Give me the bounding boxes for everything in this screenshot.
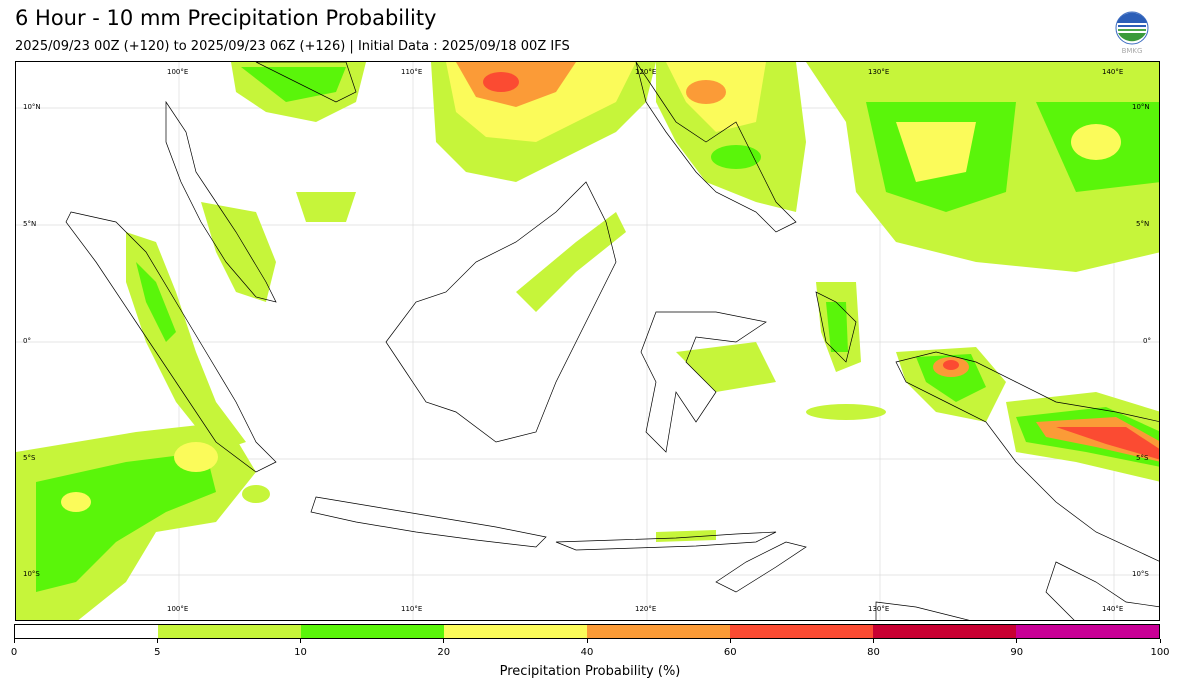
colorbar-tickmark xyxy=(443,639,445,643)
coastlines xyxy=(65,62,1159,620)
lon-label-110e-top: 110°E xyxy=(401,68,423,76)
colorbar-tickmark xyxy=(1016,639,1018,643)
page-subtitle: 2025/09/23 00Z (+120) to 2025/09/23 06Z … xyxy=(15,39,570,54)
lat-label-5n-right: 5°N xyxy=(1136,220,1150,228)
colorbar-tickmark xyxy=(300,639,301,643)
lon-label-100e-top: 100°E xyxy=(167,68,189,76)
colorbar-tickmark xyxy=(1159,639,1161,643)
colorbar-tick-label: 80 xyxy=(867,647,880,658)
colorbar-tickmark xyxy=(156,639,158,643)
lon-label-120e-bottom: 120°E xyxy=(635,605,657,613)
colorbar-tick-label: 20 xyxy=(437,647,451,658)
colorbar-tick-label: 90 xyxy=(1010,647,1024,658)
logo-text: BMKG xyxy=(1122,47,1143,55)
colorbar-tickmark xyxy=(586,639,588,643)
lat-label-5s-right: 5°S xyxy=(1136,454,1149,462)
lat-label-5s-left: 5°S xyxy=(23,454,36,462)
colorbar-tickmark xyxy=(729,639,731,643)
colorbar-tick-label: 100 xyxy=(1150,647,1170,658)
colorbar-segment xyxy=(301,625,444,638)
colorbar-tickmark xyxy=(13,639,15,643)
lat-label-10s-right: 10°S xyxy=(1132,570,1149,578)
colorbar-tick-label: 40 xyxy=(580,647,594,658)
page-title: 6 Hour - 10 mm Precipitation Probability xyxy=(15,6,437,30)
lat-label-10n-right: 10°N xyxy=(1132,103,1150,111)
bmkg-logo-icon: BMKG xyxy=(1114,11,1150,55)
colorbar-tick-label: 10 xyxy=(294,647,307,658)
colorbar-segment xyxy=(587,625,730,638)
lat-label-5n-left: 5°N xyxy=(23,220,37,228)
lon-label-130e-top: 130°E xyxy=(868,68,890,76)
precip-fields xyxy=(16,62,1159,620)
map-canvas xyxy=(16,62,1159,620)
colorbar xyxy=(14,624,1160,639)
lon-label-120e-top: 120°E xyxy=(635,68,657,76)
lon-label-110e-bottom: 110°E xyxy=(401,605,423,613)
colorbar-tick-label: 0 xyxy=(10,647,18,658)
colorbar-segment xyxy=(1016,625,1159,638)
colorbar-tickmark xyxy=(873,639,874,643)
lon-label-140e-bottom: 140°E xyxy=(1102,605,1124,613)
lat-label-0-right: 0° xyxy=(1143,337,1151,345)
colorbar-segment xyxy=(730,625,873,638)
colorbar-segment xyxy=(444,625,587,638)
lon-label-100e-bottom: 100°E xyxy=(167,605,189,613)
lon-label-140e-top: 140°E xyxy=(1102,68,1124,76)
colorbar-tick-label: 5 xyxy=(154,647,161,658)
colorbar-segment xyxy=(158,625,301,638)
colorbar-label: Precipitation Probability (%) xyxy=(499,664,681,679)
precipitation-map: 10°N 5°N 0° 5°S 10°S 10°N 5°N 0° 5°S 10°… xyxy=(15,61,1160,621)
colorbar-segment xyxy=(873,625,1016,638)
lat-label-10s-left: 10°S xyxy=(23,570,40,578)
colorbar-segment xyxy=(15,625,158,638)
lat-label-0-left: 0° xyxy=(23,337,31,345)
lon-label-130e-bottom: 130°E xyxy=(868,605,890,613)
lat-label-10n-left: 10°N xyxy=(23,103,41,111)
colorbar-tick-label: 60 xyxy=(723,647,737,658)
